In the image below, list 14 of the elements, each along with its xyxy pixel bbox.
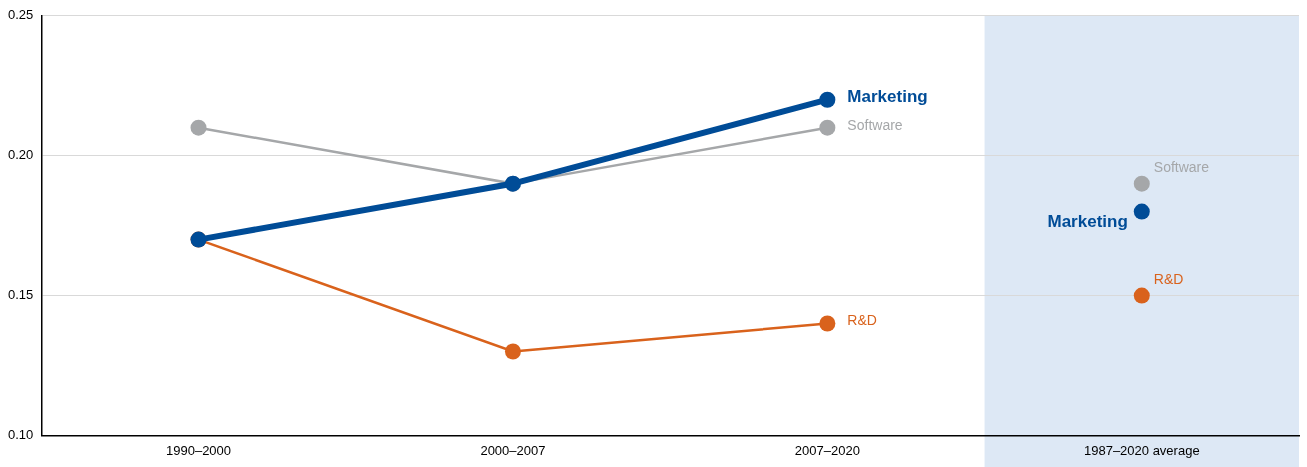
series-label: R&D: [1153, 271, 1184, 288]
series-label: Marketing: [847, 87, 928, 107]
series-label: R&D: [847, 312, 877, 329]
y-tick-label: 0.15: [7, 287, 34, 303]
x-tick-label: 1987–2020 average: [1083, 442, 1200, 458]
x-tick-label: 1990–2000: [165, 442, 232, 458]
series-label: Software: [847, 116, 903, 133]
series-label: Software: [1153, 159, 1210, 176]
y-tick-label: 0.25: [7, 7, 34, 23]
series-label: Marketing: [1047, 212, 1128, 232]
y-tick-label: 0.10: [7, 426, 34, 442]
y-tick-label: 0.20: [7, 147, 34, 163]
x-tick-label: 2007–2020: [794, 442, 860, 458]
x-tick-label: 2000–2007: [480, 442, 546, 458]
